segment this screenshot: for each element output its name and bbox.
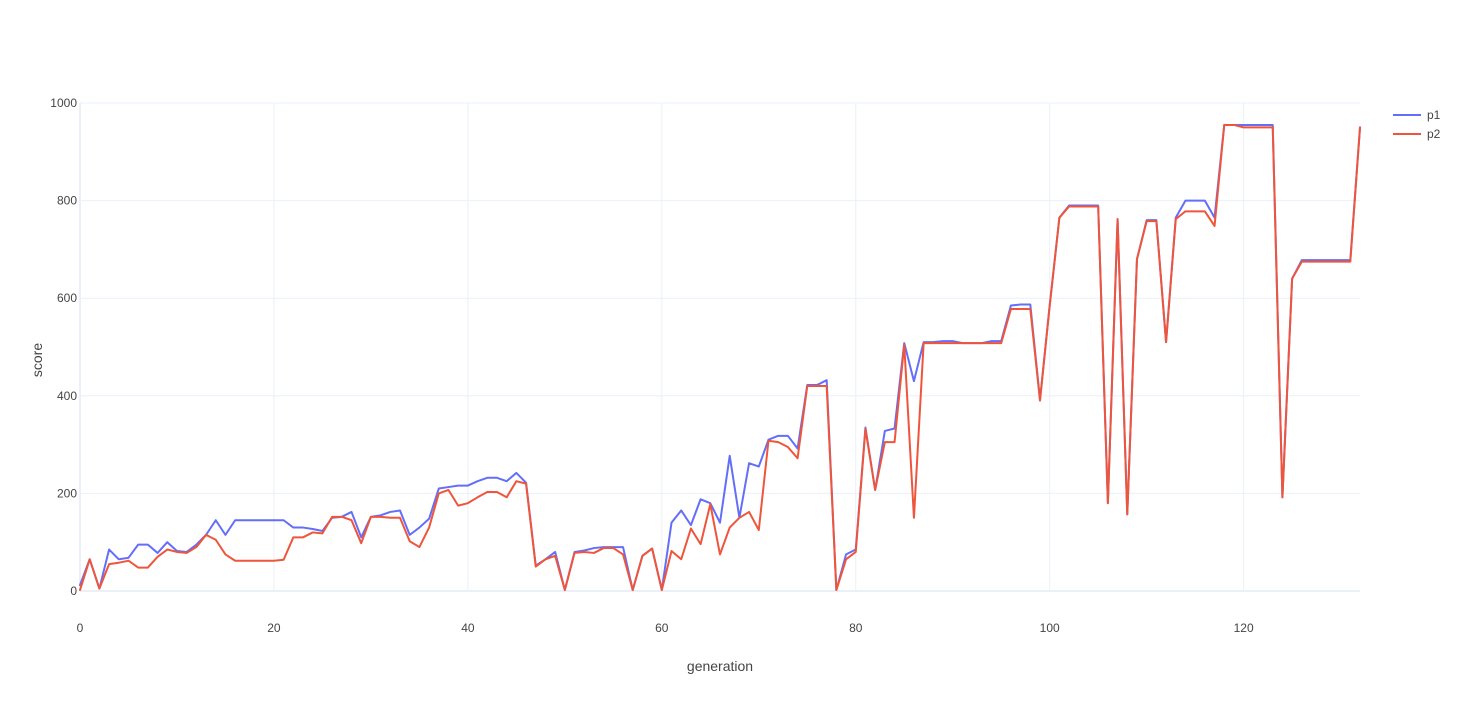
y-tick-label: 600: [57, 291, 77, 305]
y-tick-label: 0: [70, 584, 77, 598]
x-tick-label: 100: [1040, 621, 1060, 635]
axes: 0 200 400 600 800 1000 0 20 40 60 80 100 120: [50, 96, 1360, 635]
grid: [80, 102, 1360, 591]
series-line-p2: [79, 123, 1361, 592]
series-line-p1: [79, 123, 1361, 592]
x-axis-title: generation: [687, 658, 753, 674]
legend-label: p2: [1427, 127, 1441, 141]
x-tick-label: 120: [1234, 621, 1254, 635]
legend-item-p2[interactable]: p2: [1393, 127, 1441, 141]
y-axis-title: score: [29, 343, 45, 377]
series-lines: [79, 123, 1361, 592]
x-tick-label: 80: [849, 621, 863, 635]
y-tick-label: 200: [57, 486, 77, 500]
y-tick-label: 800: [57, 194, 77, 208]
x-tick-label: 60: [655, 621, 669, 635]
y-tick-label: 400: [57, 389, 77, 403]
legend-item-p1[interactable]: p1: [1393, 108, 1441, 122]
legend-label: p1: [1427, 108, 1441, 122]
x-tick-label: 0: [77, 621, 84, 635]
x-tick-label: 20: [267, 621, 281, 635]
x-tick-label: 40: [461, 621, 475, 635]
y-tick-label: 1000: [50, 96, 77, 110]
